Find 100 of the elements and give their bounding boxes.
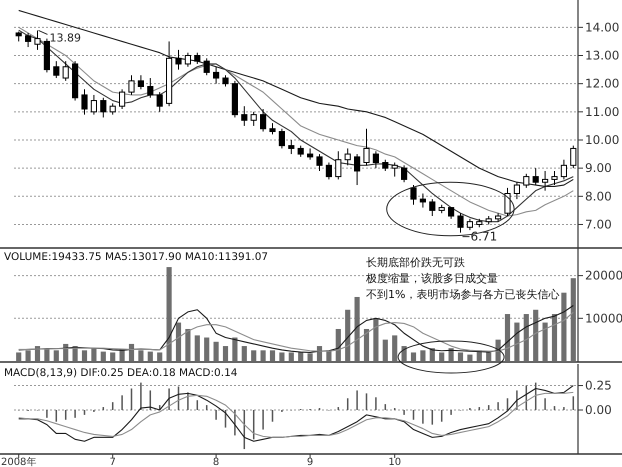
candlestick: [401, 164, 408, 183]
candlestick: [448, 207, 454, 220]
candlestick: [269, 122, 276, 135]
bar: [373, 318, 378, 361]
chart-title: MACD(8,13,9) DIF:0.25 DEA:0.18 MACD:0.14: [4, 367, 238, 379]
bar: [467, 354, 472, 361]
y-tick-label: 13.00: [585, 48, 620, 63]
bar: [34, 346, 40, 361]
candlestick: [372, 150, 379, 169]
line-series: [18, 304, 574, 354]
bar: [570, 278, 576, 361]
candlestick: [147, 78, 154, 98]
candlestick: [316, 154, 323, 172]
candlestick: [344, 148, 351, 166]
x-tick-label: 2008年: [0, 456, 36, 467]
y-tick-label: 11.00: [585, 104, 620, 119]
bar: [194, 335, 200, 361]
annotation: 长期底部价跌无可跌: [366, 256, 465, 269]
candlestick: [204, 58, 210, 76]
bar: [504, 314, 510, 361]
annotation: 不到1%，表明市场参与各方已丧失信心: [366, 288, 560, 301]
bar: [364, 328, 370, 361]
candlestick: [194, 52, 200, 64]
candlestick: [363, 128, 370, 166]
annotation: 6.71: [470, 230, 498, 244]
bar: [251, 350, 256, 361]
y-tick-label: 10000: [585, 311, 622, 326]
candlestick: [288, 139, 294, 155]
bar: [214, 342, 219, 361]
candlestick: [184, 52, 191, 68]
bar: [148, 352, 153, 361]
bar: [533, 310, 538, 361]
candlestick: [335, 150, 342, 180]
bar: [552, 314, 558, 361]
candlestick: [570, 145, 576, 169]
line-series: [18, 385, 574, 442]
chart-title: VOLUME:19433.75 MA5:13017.90 MA10:11391.07: [4, 251, 268, 263]
candlestick: [81, 88, 88, 116]
annotation: 13.89: [50, 31, 81, 44]
candlestick: [466, 218, 473, 231]
candlestick: [326, 162, 332, 180]
y-tick-label: 9.00: [585, 161, 612, 176]
candlestick: [532, 168, 539, 186]
bar: [288, 352, 294, 361]
bar: [308, 353, 313, 361]
candlestick: [420, 192, 426, 208]
bar: [420, 350, 426, 361]
candlestick: [307, 148, 314, 160]
candlestick: [354, 154, 360, 186]
candlestick: [110, 102, 116, 116]
y-tick-label: 0.25: [585, 378, 612, 393]
candlestick: [119, 88, 126, 110]
candlestick: [156, 92, 163, 112]
y-tick-label: 8.00: [585, 189, 612, 204]
candlestick: [16, 31, 22, 42]
bar: [110, 352, 116, 361]
bar: [410, 352, 416, 361]
bar: [54, 350, 59, 361]
bar: [91, 348, 96, 361]
bar: [392, 335, 398, 361]
bar: [298, 352, 304, 361]
bar: [458, 352, 464, 361]
candlestick: [504, 187, 511, 217]
bar: [100, 352, 106, 361]
y-tick-label: 10.00: [585, 132, 620, 147]
x-tick-label: 7: [110, 457, 116, 467]
annotation: 极度缩量，该股多日成交量: [365, 272, 498, 285]
candlestick: [213, 66, 220, 84]
candlestick: [523, 173, 530, 188]
candlestick: [53, 60, 60, 79]
candlestick: [551, 170, 558, 186]
candlestick: [514, 182, 520, 200]
bar: [270, 350, 276, 361]
candlestick: [298, 145, 304, 158]
bar: [430, 348, 435, 361]
bar: [26, 350, 31, 361]
x-tick-label: 9: [306, 457, 314, 467]
bar: [486, 352, 492, 361]
bar: [232, 338, 238, 361]
bar: [561, 292, 566, 361]
candlestick: [457, 212, 464, 234]
bar: [185, 328, 190, 361]
bar: [222, 346, 228, 361]
candlestick: [382, 159, 388, 172]
candlestick: [138, 74, 144, 90]
candlestick: [62, 60, 69, 82]
y-tick-label: 20000: [585, 268, 622, 283]
bar: [439, 352, 444, 361]
candlestick: [429, 198, 436, 217]
bar: [345, 310, 350, 361]
candlestick: [241, 106, 248, 126]
candlestick: [25, 32, 32, 48]
bar: [138, 350, 144, 361]
bar: [514, 322, 520, 361]
bar: [242, 346, 247, 361]
bar: [382, 340, 388, 361]
line-series: [18, 312, 574, 352]
bar: [448, 348, 454, 361]
candlestick: [128, 74, 135, 96]
bar: [204, 338, 210, 361]
